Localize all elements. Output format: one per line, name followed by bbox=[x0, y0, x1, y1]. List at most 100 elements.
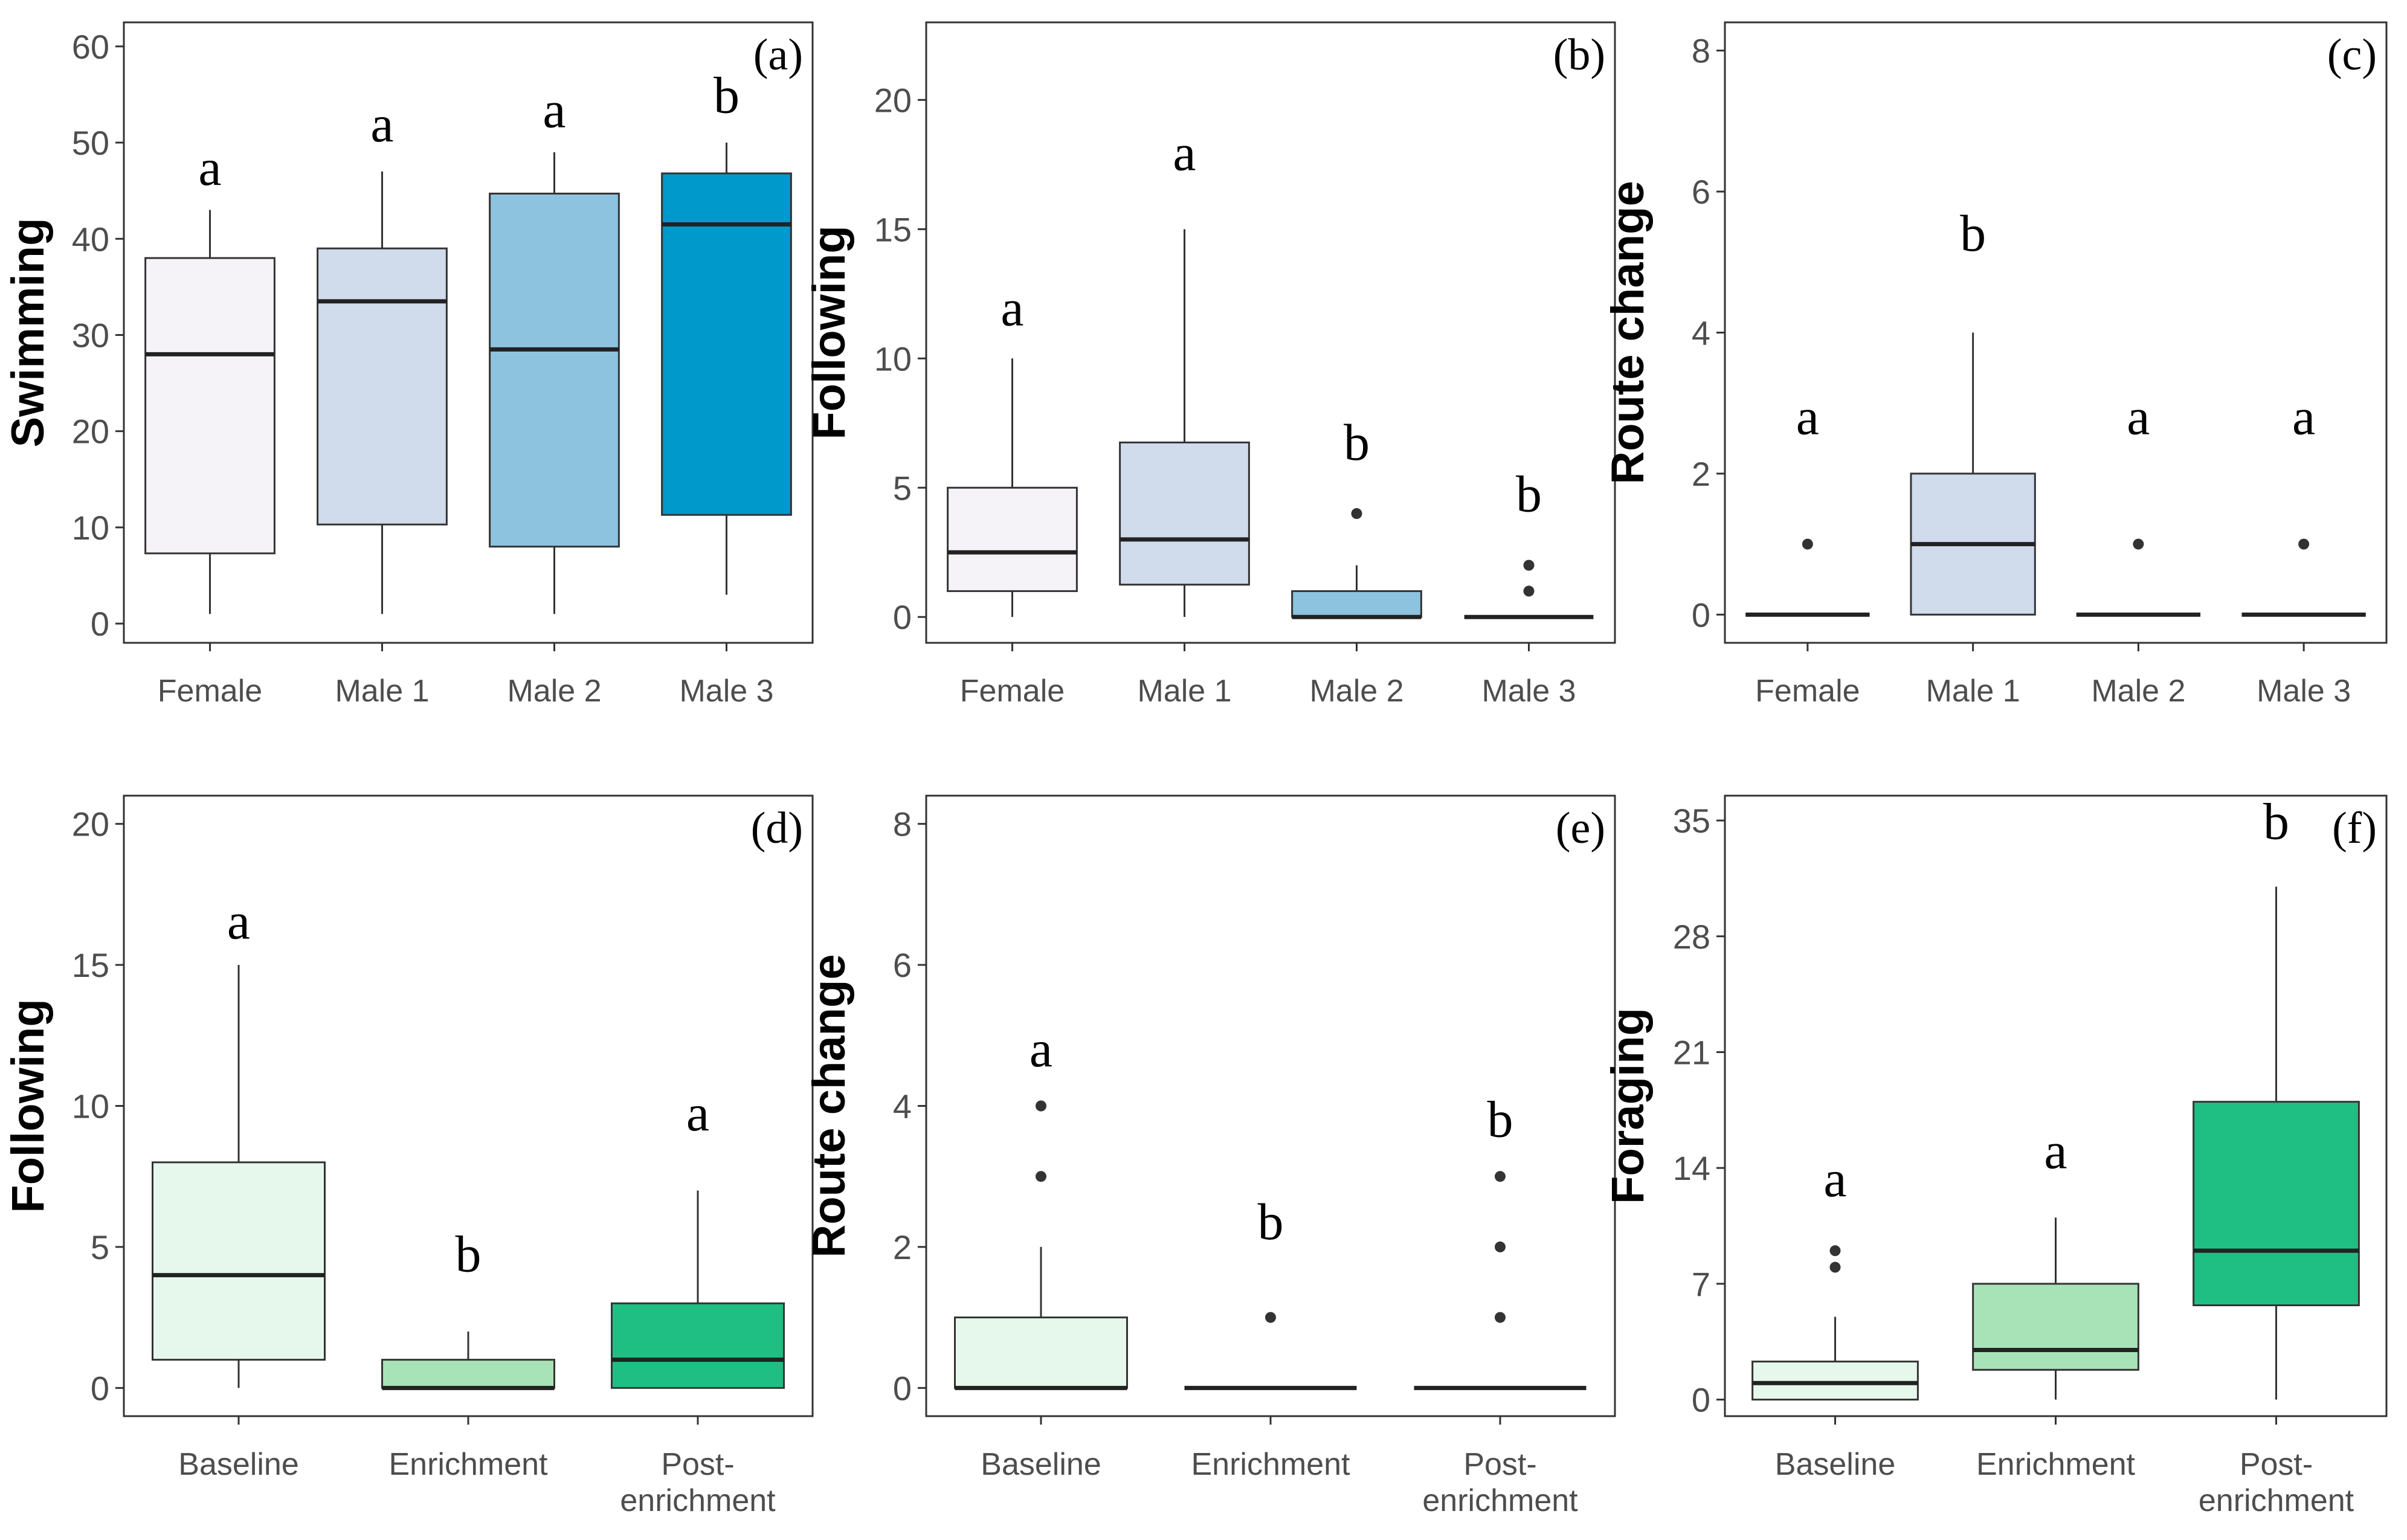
x-tick-label: Male 3 bbox=[1481, 674, 1576, 709]
x-tick-label: Baseline bbox=[981, 1447, 1101, 1482]
chart-panel: 0 5 10 15 20 Following (b) Female a Male 1 a Male 2… bbox=[804, 21, 1616, 709]
outlier-point bbox=[1265, 1312, 1276, 1323]
y-axis-title: Route change bbox=[1602, 181, 1654, 485]
y-axis-title: Following bbox=[804, 225, 855, 440]
significance-letter: a bbox=[1823, 1150, 1846, 1208]
significance-letter: a bbox=[370, 95, 393, 153]
x-tick-label: Enrichment bbox=[1191, 1447, 1351, 1482]
significance-letter: a bbox=[1796, 387, 1819, 445]
x-tick-label: Baseline bbox=[1775, 1447, 1895, 1482]
x-tick-label-line: enrichment bbox=[620, 1483, 776, 1518]
box bbox=[2193, 1101, 2360, 1307]
y-tick-label: 0 bbox=[893, 598, 912, 636]
y-axis-title: Swimming bbox=[2, 217, 54, 447]
x-tick-label-line: Baseline bbox=[981, 1447, 1101, 1482]
outlier-point bbox=[2298, 538, 2310, 550]
outlier-point bbox=[1802, 538, 1813, 550]
y-tick-label: 30 bbox=[72, 316, 109, 354]
significance-letter: b bbox=[2263, 792, 2289, 850]
x-tick-label: Male 2 bbox=[1309, 674, 1403, 709]
x-tick-label-line: Female bbox=[1755, 674, 1860, 709]
significance-letter: a bbox=[1173, 124, 1196, 182]
significance-letter: b bbox=[1258, 1193, 1284, 1251]
significance-letter: b bbox=[714, 66, 740, 124]
x-tick-label: Post-enrichment bbox=[1422, 1447, 1578, 1518]
box bbox=[489, 192, 620, 548]
outlier-point bbox=[1495, 1171, 1506, 1182]
x-tick-label-line: Male 3 bbox=[679, 674, 773, 709]
x-tick-label-line: Male 2 bbox=[2091, 674, 2185, 709]
panel-tag: (e) bbox=[1556, 804, 1605, 853]
outlier-point bbox=[1495, 1241, 1506, 1252]
outlier-point bbox=[1829, 1261, 1841, 1273]
significance-letter: b bbox=[1344, 413, 1370, 471]
x-tick-label: Male 3 bbox=[2257, 674, 2351, 709]
y-axis-title: Route change bbox=[804, 954, 855, 1258]
x-tick-label-line: Male 1 bbox=[1926, 674, 2020, 709]
significance-letter: a bbox=[1000, 279, 1023, 337]
panel-tag: (c) bbox=[2327, 30, 2377, 80]
x-tick-label-line: Enrichment bbox=[1976, 1447, 2136, 1482]
x-tick-label: Enrichment bbox=[1976, 1447, 2136, 1482]
significance-letter: a bbox=[1030, 1020, 1052, 1078]
x-tick-label: Post-enrichment bbox=[620, 1447, 776, 1518]
x-tick-label-line: Male 1 bbox=[335, 674, 429, 709]
box bbox=[1119, 441, 1250, 586]
y-tick-label: 0 bbox=[91, 1369, 109, 1407]
chart-panel: 0 2 4 6 8 Route change (c) Female a Male 1 b Male 2… bbox=[1602, 21, 2388, 709]
y-tick-label: 8 bbox=[1692, 32, 1710, 70]
y-tick-label: 28 bbox=[1673, 918, 1710, 956]
x-tick-label-line: Female bbox=[158, 674, 262, 709]
y-tick-label: 0 bbox=[893, 1369, 912, 1407]
box bbox=[152, 1161, 326, 1361]
x-tick-label-line: Male 3 bbox=[2257, 674, 2351, 709]
outlier-point bbox=[1495, 1312, 1506, 1323]
x-tick-label-line: Male 2 bbox=[1309, 674, 1403, 709]
panel-border bbox=[925, 21, 1616, 644]
box bbox=[1751, 1361, 1919, 1401]
significance-letter: a bbox=[2127, 387, 2150, 445]
x-tick-label: Female bbox=[158, 674, 262, 709]
x-tick-label-line: Baseline bbox=[1775, 1447, 1895, 1482]
chart-panel: 0 2 4 6 8 Route change (e) Baseline a Enrichment b… bbox=[804, 794, 1616, 1518]
y-tick-label: 35 bbox=[1673, 802, 1710, 840]
x-tick-label-line: Male 2 bbox=[507, 674, 601, 709]
significance-letter: b bbox=[1487, 1091, 1513, 1149]
x-tick-label-line: Post- bbox=[2240, 1447, 2313, 1482]
significance-letter: b bbox=[1516, 465, 1542, 523]
box bbox=[317, 247, 448, 526]
x-tick-label: Female bbox=[1755, 674, 1860, 709]
x-tick-label: Male 2 bbox=[507, 674, 601, 709]
box bbox=[144, 257, 276, 555]
outlier-point bbox=[2133, 538, 2144, 550]
significance-letter: a bbox=[543, 80, 566, 138]
outlier-point bbox=[1523, 559, 1535, 571]
x-tick-label: Baseline bbox=[178, 1447, 298, 1482]
significance-letter: b bbox=[456, 1225, 482, 1283]
y-tick-label: 0 bbox=[1692, 596, 1710, 634]
outlier-point bbox=[1036, 1100, 1046, 1112]
x-tick-label-line: Male 3 bbox=[1481, 674, 1576, 709]
panel-tag: (f) bbox=[2332, 804, 2377, 853]
x-tick-label: Female bbox=[960, 674, 1065, 709]
x-tick-label: Male 3 bbox=[679, 674, 773, 709]
y-tick-label: 8 bbox=[893, 805, 912, 843]
box bbox=[611, 1302, 785, 1389]
x-tick-label-line: Female bbox=[960, 674, 1065, 709]
significance-letter: a bbox=[227, 892, 250, 950]
chart-panel: 0 5 10 15 20 Following (d) Baseline a Enrichment b… bbox=[2, 794, 814, 1518]
x-tick-label: Male 1 bbox=[1926, 674, 2020, 709]
x-tick-label-line: Male 1 bbox=[1137, 674, 1231, 709]
y-tick-label: 4 bbox=[893, 1087, 912, 1126]
outlier-point bbox=[1829, 1245, 1841, 1257]
y-tick-label: 21 bbox=[1673, 1033, 1710, 1071]
y-tick-label: 6 bbox=[1692, 173, 1710, 211]
y-tick-label: 0 bbox=[91, 605, 109, 643]
box bbox=[954, 1316, 1128, 1389]
y-tick-label: 10 bbox=[874, 340, 912, 378]
x-tick-label-line: Enrichment bbox=[1191, 1447, 1351, 1482]
significance-letter: a bbox=[2292, 387, 2315, 445]
outlier-point bbox=[1523, 585, 1535, 597]
y-tick-label: 20 bbox=[72, 805, 109, 843]
